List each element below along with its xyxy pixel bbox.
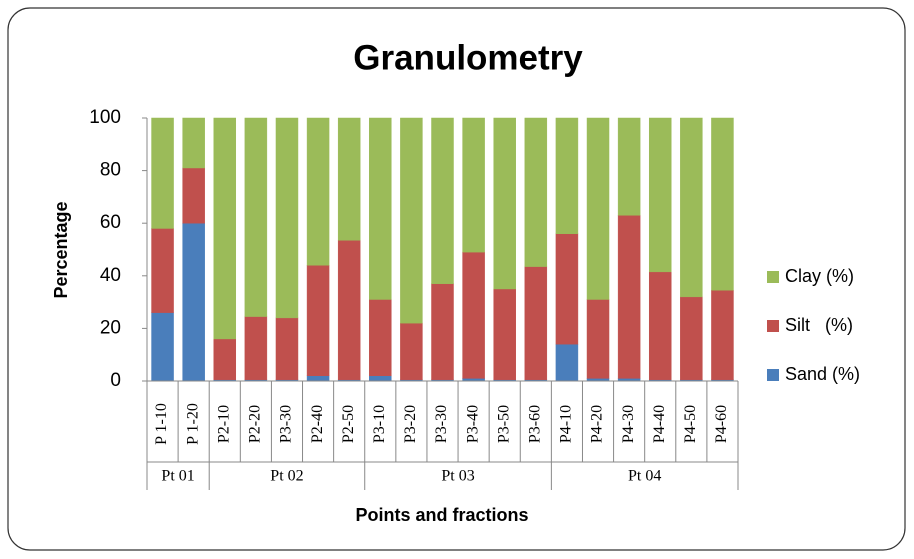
group-label: Pt 01: [161, 468, 194, 485]
bar-segment: [711, 117, 734, 291]
bar-segment: [213, 117, 237, 340]
bar-segment: [680, 117, 703, 298]
x-tick-label: P 1-20: [184, 403, 201, 445]
bar-segment: [586, 299, 610, 379]
bar-segment: [151, 312, 174, 382]
bar-segment: [431, 117, 454, 284]
bar-segment: [369, 375, 392, 382]
x-tick-label: P4-10: [558, 405, 575, 443]
bar-segment: [586, 117, 610, 300]
bar-segment: [182, 222, 205, 382]
x-tick-label: P4-60: [713, 405, 730, 443]
bar-segment: [213, 338, 237, 380]
legend-swatch: [767, 320, 779, 332]
bar-segment: [306, 117, 330, 266]
bar-segment: [648, 117, 672, 273]
bar-segment: [182, 117, 205, 169]
legend-swatch: [767, 271, 779, 283]
y-axis-title: Percentage: [51, 201, 71, 298]
y-tick-label: 60: [100, 212, 121, 233]
y-tick-label: 0: [110, 370, 121, 391]
bar-segment: [555, 117, 579, 234]
bar-segment: [369, 117, 392, 300]
legend-label: Sand (%): [785, 364, 860, 384]
x-tick-label: P3-20: [402, 405, 419, 443]
bar-segment: [617, 215, 641, 379]
bar-segment: [275, 317, 299, 380]
bar-segment: [151, 117, 174, 229]
bar-segment: [182, 167, 205, 224]
bar-segment: [337, 240, 361, 380]
bar-segment: [400, 322, 423, 380]
bar-segment: [680, 296, 703, 380]
group-label: Pt 03: [441, 468, 474, 485]
legend-label: Clay (%): [785, 266, 854, 286]
bar-segment: [275, 117, 299, 319]
x-tick-label: P4-40: [651, 405, 668, 443]
bar-segment: [524, 266, 548, 380]
x-tick-label: P2-40: [309, 405, 326, 443]
bar-segment: [244, 316, 268, 380]
x-tick-label: P4-50: [682, 405, 699, 443]
y-tick-label: 100: [89, 107, 121, 128]
bar-segment: [337, 117, 361, 241]
x-tick-label: P3-30: [433, 405, 450, 443]
x-tick-label: P3-30: [278, 405, 295, 443]
bar-segment: [400, 117, 423, 324]
x-tick-label: P2-50: [340, 405, 357, 443]
bar-segment: [617, 117, 641, 216]
bar-segment: [493, 288, 516, 380]
bar-segment: [369, 299, 392, 376]
bar-segment: [555, 233, 579, 345]
x-axis-title: Points and fractions: [355, 505, 528, 525]
y-tick-label: 40: [100, 265, 121, 286]
x-tick-label: P4-30: [620, 405, 637, 443]
group-label: Pt 04: [628, 468, 661, 485]
bar-segment: [244, 117, 268, 317]
bar-segment: [648, 271, 672, 380]
legend-swatch: [767, 369, 779, 381]
chart-title: Granulometry: [353, 38, 583, 77]
bar-segment: [431, 283, 454, 380]
bar-segment: [462, 251, 485, 379]
x-tick-label: P2-20: [247, 405, 264, 443]
y-tick-label: 20: [100, 317, 121, 338]
x-tick-label: P3-60: [526, 405, 543, 443]
bar-segment: [306, 375, 330, 382]
x-tick-label: P 1-10: [153, 403, 170, 445]
x-tick-label: P3-40: [464, 405, 481, 443]
bar-segment: [493, 117, 516, 290]
x-tick-label: P4-20: [589, 405, 606, 443]
bar-segment: [711, 290, 734, 380]
bar-segment: [151, 228, 174, 313]
bar-segment: [555, 343, 579, 382]
bar-segment: [462, 117, 485, 253]
bar-segment: [306, 265, 330, 376]
bar-segment: [524, 117, 548, 267]
y-tick-label: 80: [100, 160, 121, 181]
x-tick-label: P3-50: [495, 405, 512, 443]
x-tick-label: P3-10: [371, 405, 388, 443]
legend-label: Silt (%): [785, 315, 853, 335]
group-label: Pt 02: [270, 468, 303, 485]
x-tick-label: P2-10: [215, 405, 232, 443]
